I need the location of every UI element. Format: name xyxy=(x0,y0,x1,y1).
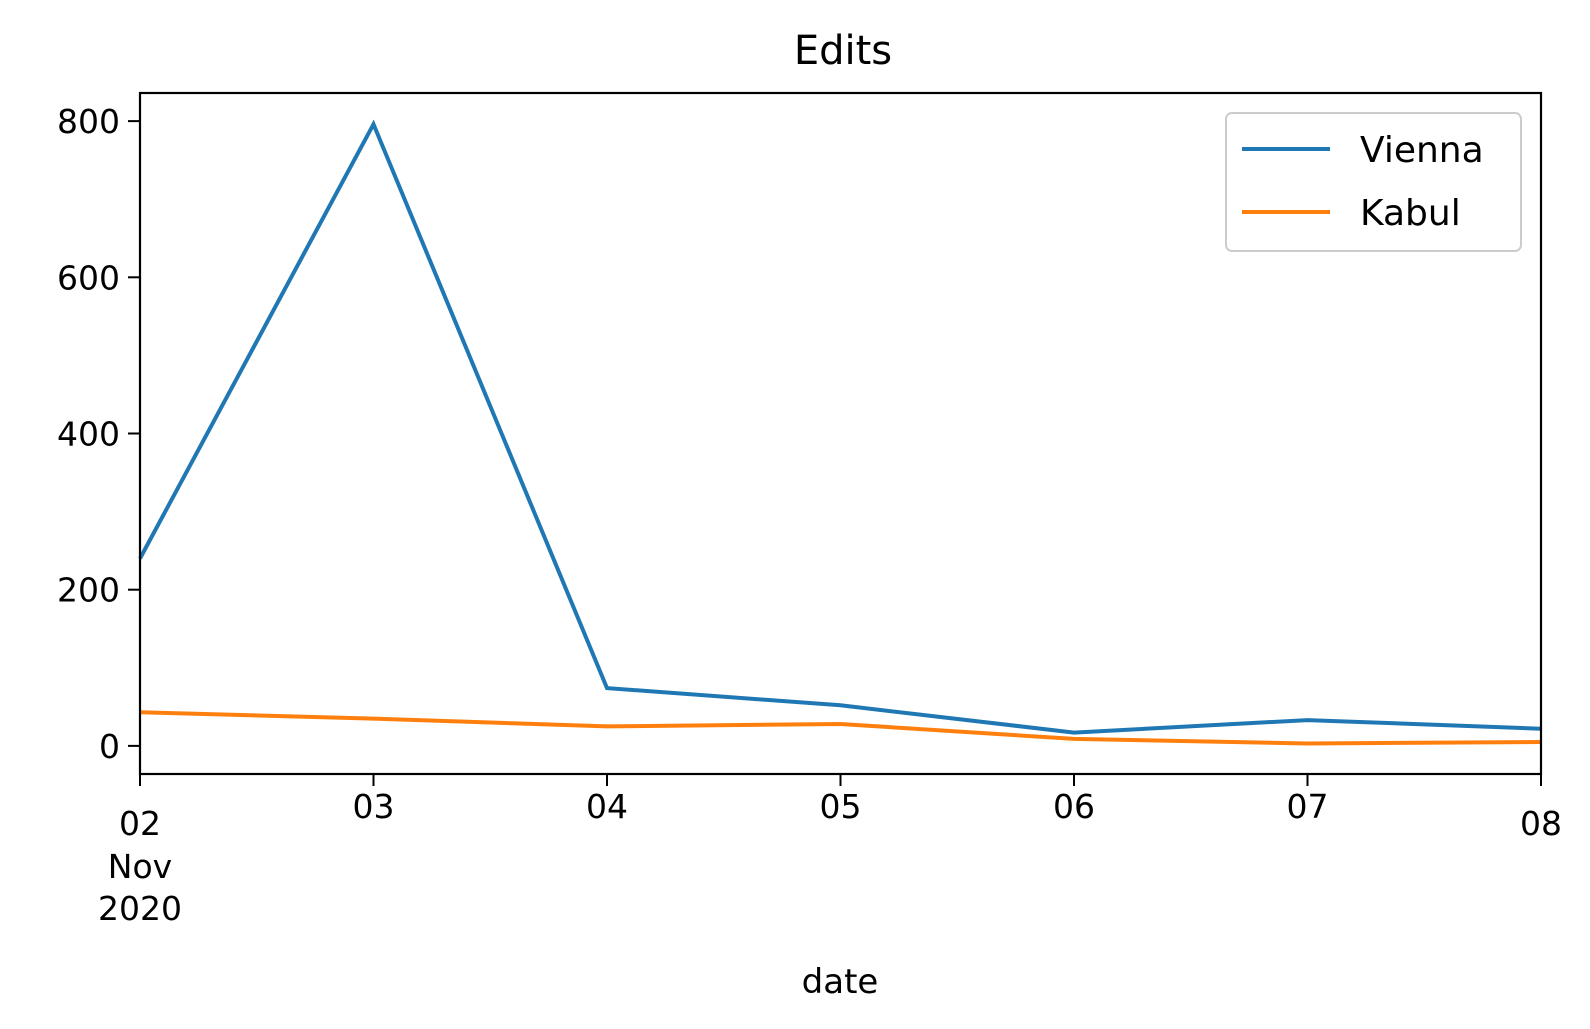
x-tick-label: 07 xyxy=(1287,787,1329,826)
x-tick-label: 05 xyxy=(820,787,862,826)
y-tick-label: 200 xyxy=(57,571,120,610)
x-axis-label: date xyxy=(802,962,879,1002)
x-tick-label: 03 xyxy=(353,787,395,826)
legend-label-vienna: Vienna xyxy=(1360,130,1484,171)
x-tick-label: 02 xyxy=(119,804,161,843)
legend: Vienna Kabul xyxy=(1225,112,1522,252)
legend-label-kabul: Kabul xyxy=(1360,193,1461,234)
x-tick-sublabel-year: 2020 xyxy=(98,889,182,928)
x-tick-label: 04 xyxy=(586,787,628,826)
y-tick-label: 600 xyxy=(57,258,120,297)
x-tick-label: 06 xyxy=(1053,787,1095,826)
series-line-kabul xyxy=(139,710,1542,746)
y-tick-label: 800 xyxy=(57,102,120,141)
y-axis-ticks: 0 200 400 600 800 xyxy=(57,102,140,766)
y-tick-label: 400 xyxy=(57,415,120,454)
series-lines xyxy=(138,119,1542,746)
chart-title: Edits xyxy=(794,28,892,74)
series-line-vienna xyxy=(138,119,1542,735)
x-tick-sublabel-month: Nov xyxy=(108,847,172,886)
plot-area-frame xyxy=(138,91,1543,776)
x-tick-label: 08 xyxy=(1520,804,1562,843)
x-axis-ticks: 02 03 04 05 06 07 08 xyxy=(119,774,1562,843)
y-tick-label: 0 xyxy=(99,727,120,766)
